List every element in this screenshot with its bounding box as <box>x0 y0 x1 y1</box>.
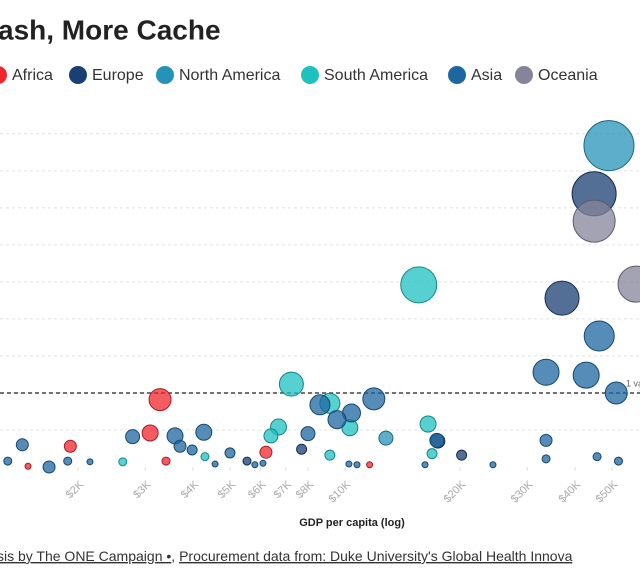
bubble <box>419 415 437 433</box>
bubble <box>362 387 386 411</box>
bubble <box>489 461 497 469</box>
bubble <box>242 456 252 466</box>
chart-title: ash, More Cache <box>0 14 221 45</box>
bubble <box>86 458 94 466</box>
legend-marker <box>69 66 87 84</box>
legend-marker <box>301 66 319 84</box>
legend-marker <box>0 66 7 84</box>
bubble <box>63 456 73 466</box>
bubble <box>426 448 438 460</box>
legend-label: Oceania <box>538 67 598 84</box>
source-link: sis by The ONE Campaign • <box>0 548 171 564</box>
bubble <box>324 449 336 461</box>
legend-label: South America <box>324 67 428 84</box>
x-tick-label: $10K <box>326 478 353 505</box>
legend-label: Europe <box>92 67 144 84</box>
x-tick-label: $20K <box>441 478 468 505</box>
bubble <box>572 361 600 389</box>
bubble <box>125 429 141 445</box>
x-tick-label: $8K <box>294 478 317 501</box>
bubble <box>211 460 219 468</box>
bubble <box>539 433 553 447</box>
bubble <box>118 457 128 467</box>
bubble <box>278 371 304 397</box>
bubble <box>195 423 213 441</box>
reference-label: 1 va <box>626 378 640 388</box>
bubble <box>224 447 236 459</box>
bubble <box>572 199 616 243</box>
x-tick-label: $5K <box>216 478 239 501</box>
bubble <box>613 456 623 466</box>
bubble <box>173 439 187 453</box>
bubble <box>429 432 445 448</box>
bubble <box>617 265 640 303</box>
bubble <box>541 454 551 464</box>
x-tick-label: $40K <box>556 478 583 505</box>
legend-label: Asia <box>471 67 502 84</box>
source: sis by The ONE Campaign •, Procurement d… <box>0 548 573 564</box>
legend-label: North America <box>179 67 280 84</box>
bubble <box>456 449 468 461</box>
x-axis-title: GDP per capita (log) <box>299 517 405 529</box>
bubble <box>15 438 29 452</box>
x-tick-label: $7K <box>272 478 295 501</box>
x-tick-label: $30K <box>509 478 536 505</box>
bubble <box>24 462 32 470</box>
x-tick-label: $2K <box>64 478 87 501</box>
x-tick-label: $50K <box>593 478 620 505</box>
bubble <box>259 459 267 467</box>
series <box>24 388 374 470</box>
bubble <box>186 444 198 456</box>
bubble <box>327 410 347 430</box>
legend-marker <box>448 66 466 84</box>
x-tick-label: $6K <box>246 478 269 501</box>
bubble <box>421 461 429 469</box>
bubble <box>148 388 172 412</box>
source-text: , <box>171 548 179 564</box>
bubble <box>42 460 56 474</box>
bubble <box>583 320 615 352</box>
bubble <box>400 266 438 304</box>
series <box>572 199 640 303</box>
series <box>378 120 635 446</box>
series <box>3 320 628 474</box>
bubble <box>3 456 13 466</box>
x-tick-label: $3K <box>131 478 154 501</box>
bubble <box>345 460 353 468</box>
bubble <box>300 426 316 442</box>
legend-marker <box>156 66 174 84</box>
bubble <box>63 439 77 453</box>
bubble <box>200 452 210 462</box>
bubble <box>296 443 308 455</box>
series <box>118 266 438 467</box>
legend-label: Africa <box>12 67 53 84</box>
bubble <box>583 120 635 172</box>
bubble <box>353 461 361 469</box>
bubble <box>378 430 394 446</box>
bubble <box>141 424 159 442</box>
bubble <box>309 394 331 416</box>
bubble <box>263 428 279 444</box>
bubble <box>251 461 259 469</box>
bubble <box>604 381 628 405</box>
bubble <box>544 280 580 316</box>
bubble <box>259 445 273 459</box>
bubble <box>161 456 171 466</box>
bubble <box>592 452 602 462</box>
bubble <box>532 358 560 386</box>
legend-marker <box>515 66 533 84</box>
source-link: Procurement data from: Duke University's… <box>179 548 573 564</box>
bubble <box>366 461 374 469</box>
x-tick-label: $4K <box>179 478 202 501</box>
